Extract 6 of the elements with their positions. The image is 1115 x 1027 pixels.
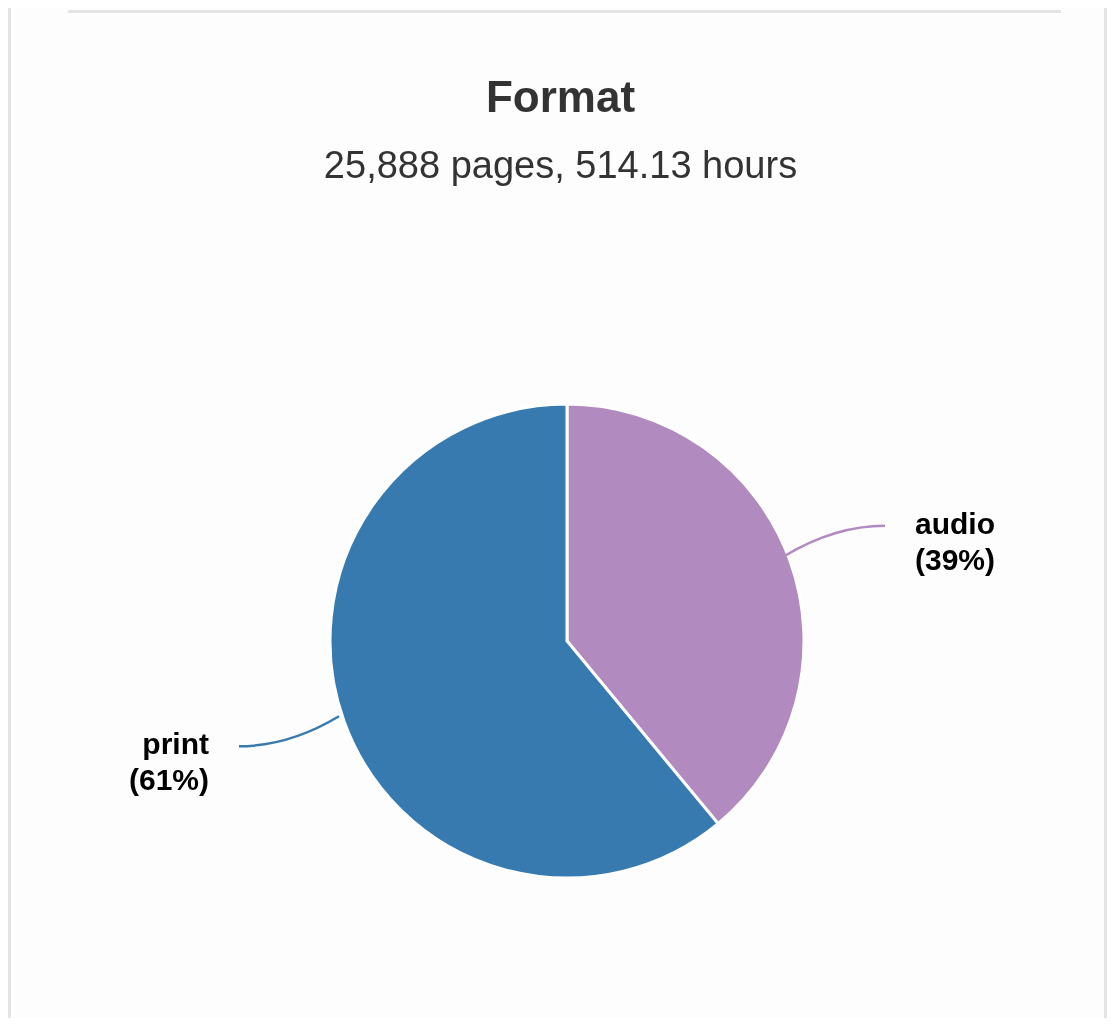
data-label: (39%) (914, 542, 996, 576)
chart-subtitle: 25,888 pages, 514.13 hours (322, 144, 799, 187)
chart-title: Format (484, 72, 637, 122)
slice-label: print (142, 727, 210, 761)
slice-label: audio (914, 506, 995, 540)
data-label: (61%) (128, 763, 210, 797)
